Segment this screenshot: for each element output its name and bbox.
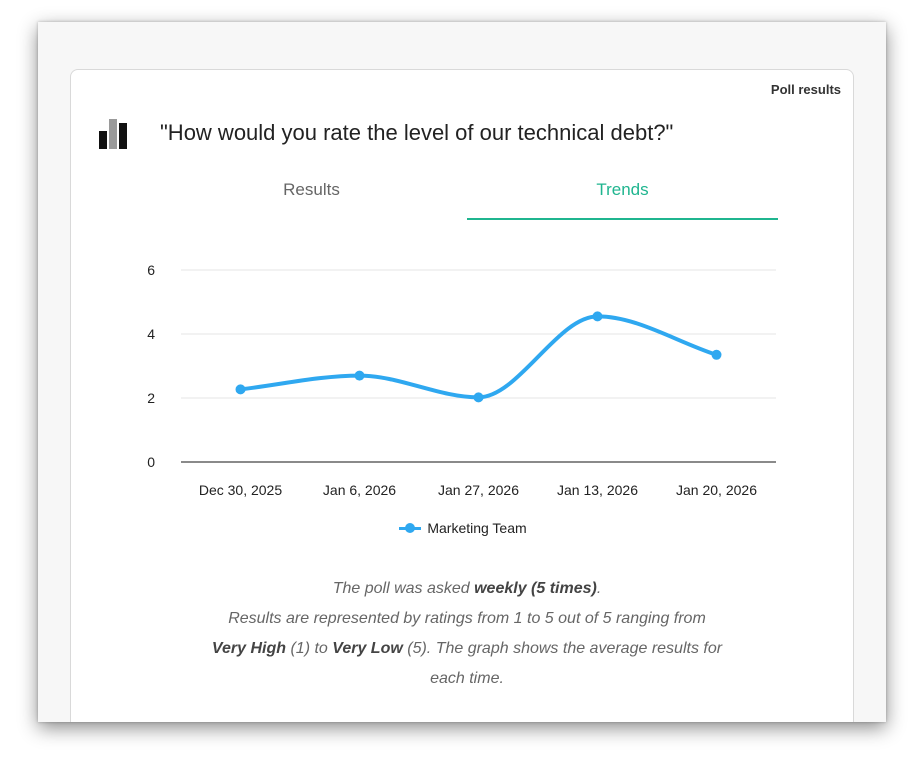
bar-chart-icon-bar <box>119 123 127 149</box>
y-tick-label: 2 <box>147 390 155 406</box>
x-tick-label: Jan 27, 2026 <box>438 482 519 498</box>
y-tick-label: 4 <box>147 326 155 342</box>
description-line-3: Very High (1) to Very Low (5). The graph… <box>151 634 783 664</box>
tab-bar: Results Trends <box>156 170 778 220</box>
description-line-1: The poll was asked weekly (5 times). <box>151 574 783 604</box>
y-tick-label: 6 <box>147 262 155 278</box>
poll-question: "How would you rate the level of our tec… <box>160 120 674 145</box>
description-text: (5). The graph shows the average results… <box>402 640 723 657</box>
app-window: Poll results "How would you rate the lev… <box>38 22 886 722</box>
description-scale-high: Very High <box>211 640 287 657</box>
description-line-2: Results are represented by ratings from … <box>228 610 706 627</box>
data-point <box>711 349 722 360</box>
description-line-4: each time. <box>430 670 504 687</box>
bar-chart-icon-bar <box>99 131 107 149</box>
poll-card: Poll results "How would you rate the lev… <box>70 69 854 722</box>
bar-chart-icon <box>99 117 132 149</box>
description-text: . <box>596 580 602 597</box>
trend-chart-svg: 0 2 4 6 Dec 30, 2025 Jan 6, 2026 Jan 27, 2026 J… <box>147 262 776 498</box>
x-tick-label: Dec 30, 2025 <box>199 482 282 498</box>
description-text: The poll was asked <box>332 580 475 597</box>
description-text: (1) to <box>286 640 333 657</box>
series-line <box>238 314 719 400</box>
chart-legend[interactable]: Marketing Team <box>71 520 855 536</box>
bar-chart-icon-bar <box>109 119 117 149</box>
poll-description: The poll was asked weekly (5 times). Res… <box>151 574 783 694</box>
legend-series-label: Marketing Team <box>427 520 527 536</box>
data-point <box>473 392 484 403</box>
trend-chart: 0 2 4 6 Dec 30, 2025 Jan 6, 2026 Jan 27, 2026 J… <box>71 250 855 550</box>
data-point <box>592 311 603 322</box>
data-point <box>235 384 246 395</box>
tab-results[interactable]: Results <box>283 180 340 199</box>
description-frequency: weekly (5 times) <box>474 580 597 597</box>
data-point <box>354 370 365 381</box>
tab-trends[interactable]: Trends <box>467 170 778 220</box>
x-tick-label: Jan 13, 2026 <box>557 482 638 498</box>
x-tick-label: Jan 6, 2026 <box>323 482 396 498</box>
poll-header: "How would you rate the level of our tec… <box>99 117 673 149</box>
y-tick-label: 0 <box>147 454 155 470</box>
description-scale-low: Very Low <box>332 640 403 657</box>
legend-line-marker-icon <box>399 521 422 535</box>
x-tick-label: Jan 20, 2026 <box>676 482 757 498</box>
poll-results-label: Poll results <box>770 82 841 97</box>
